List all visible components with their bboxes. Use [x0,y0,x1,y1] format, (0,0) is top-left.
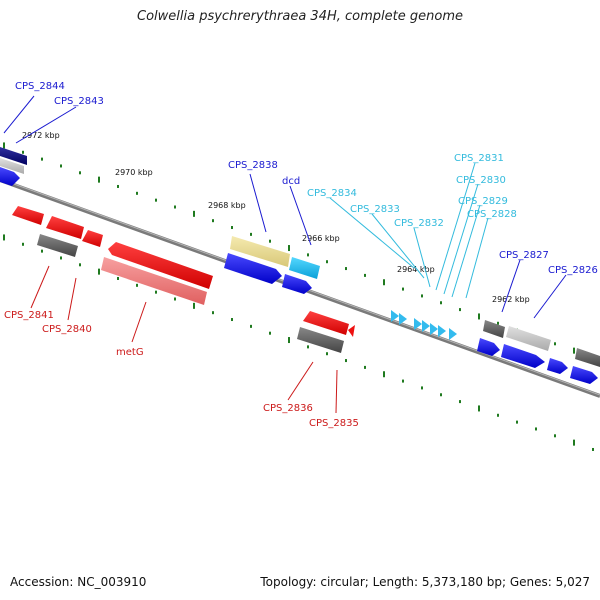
gene-cps2841[interactable] [12,206,44,225]
inner-tick-row [3,234,594,451]
trna-cps2830[interactable] [430,323,438,335]
label-cps2833[interactable]: CPS_2833 [350,204,400,215]
reverse-strand-genes [12,206,355,353]
trna-cps2831[interactable] [422,320,430,332]
trna-cps2829[interactable] [438,325,446,337]
gene-metg-pink[interactable] [101,257,207,305]
gene-labels: CPS_2844 CPS_2843 CPS_2838 dcd CPS_2834 … [4,81,598,429]
gene-cps2826-arrow[interactable] [501,344,545,368]
gene-cps2836[interactable] [303,311,349,335]
gene-cps2844[interactable] [0,147,27,165]
scale-label-2968: 2968 kbp [208,201,246,210]
label-metg[interactable]: metG [116,347,144,358]
label-dcd[interactable]: dcd [282,176,300,187]
gene-cps2827-arrow[interactable] [477,338,500,356]
gene-cps2838[interactable] [230,236,290,267]
scale-label-2964: 2964 kbp [397,265,435,274]
label-cps2835[interactable]: CPS_2835 [309,418,359,429]
label-cps2838[interactable]: CPS_2838 [228,160,278,171]
gene-next-b[interactable] [575,348,600,367]
gene-cps2840-red[interactable] [46,216,84,239]
gene-cps2838-arrow[interactable] [224,253,282,284]
gene-cps2836-gray[interactable] [297,327,344,353]
label-cps2834[interactable]: CPS_2834 [307,188,357,199]
label-cps2828[interactable]: CPS_2828 [467,209,517,220]
trna-cps2833[interactable] [399,313,407,325]
gene-metg[interactable] [108,242,213,289]
gene-next-a[interactable] [547,358,568,374]
scale-label-2972: 2972 kbp [22,131,60,140]
gene-cps2840-gray[interactable] [37,234,78,257]
map-title: Colwellia psychrerythraea 34H, complete … [137,9,463,24]
gene-dcd-arrow[interactable] [282,274,312,294]
leader-lines [3,95,567,414]
scale-label-2970: 2970 kbp [115,168,153,177]
label-cps2844[interactable]: CPS_2844 [15,81,65,92]
label-cps2830[interactable]: CPS_2830 [456,175,506,186]
label-cps2827[interactable]: CPS_2827 [499,250,549,261]
label-cps2829[interactable]: CPS_2829 [458,196,508,207]
forward-strand-genes [0,147,600,384]
gene-cps2843-arrow[interactable] [0,167,20,186]
gene-cps2843[interactable] [0,158,24,174]
label-cps2832[interactable]: CPS_2832 [394,218,444,229]
genome-info-text: Topology: circular; Length: 5,373,180 bp… [260,575,590,589]
outer-tick-row [3,142,594,359]
label-cps2841[interactable]: CPS_2841 [4,310,54,321]
label-cps2826[interactable]: CPS_2826 [548,265,598,276]
label-cps2840[interactable]: CPS_2840 [42,324,92,335]
label-cps2843[interactable]: CPS_2843 [54,96,104,107]
scale-label-2966: 2966 kbp [302,234,340,243]
trna-cps2828[interactable] [449,328,457,340]
gene-next-c[interactable] [570,366,598,384]
label-cps2831[interactable]: CPS_2831 [454,153,504,164]
gene-cps2827[interactable] [483,320,505,338]
label-cps2836[interactable]: CPS_2836 [263,403,313,414]
gene-small-red[interactable] [82,230,103,247]
gene-dcd[interactable] [289,257,320,279]
trna-cps2832[interactable] [414,318,422,330]
gene-cps2826[interactable] [506,326,551,351]
accession-text: Accession: NC_003910 [10,575,147,589]
scale-label-2962: 2962 kbp [492,295,530,304]
gene-cps2835[interactable] [348,325,355,337]
trna-cps2834[interactable] [391,310,399,322]
